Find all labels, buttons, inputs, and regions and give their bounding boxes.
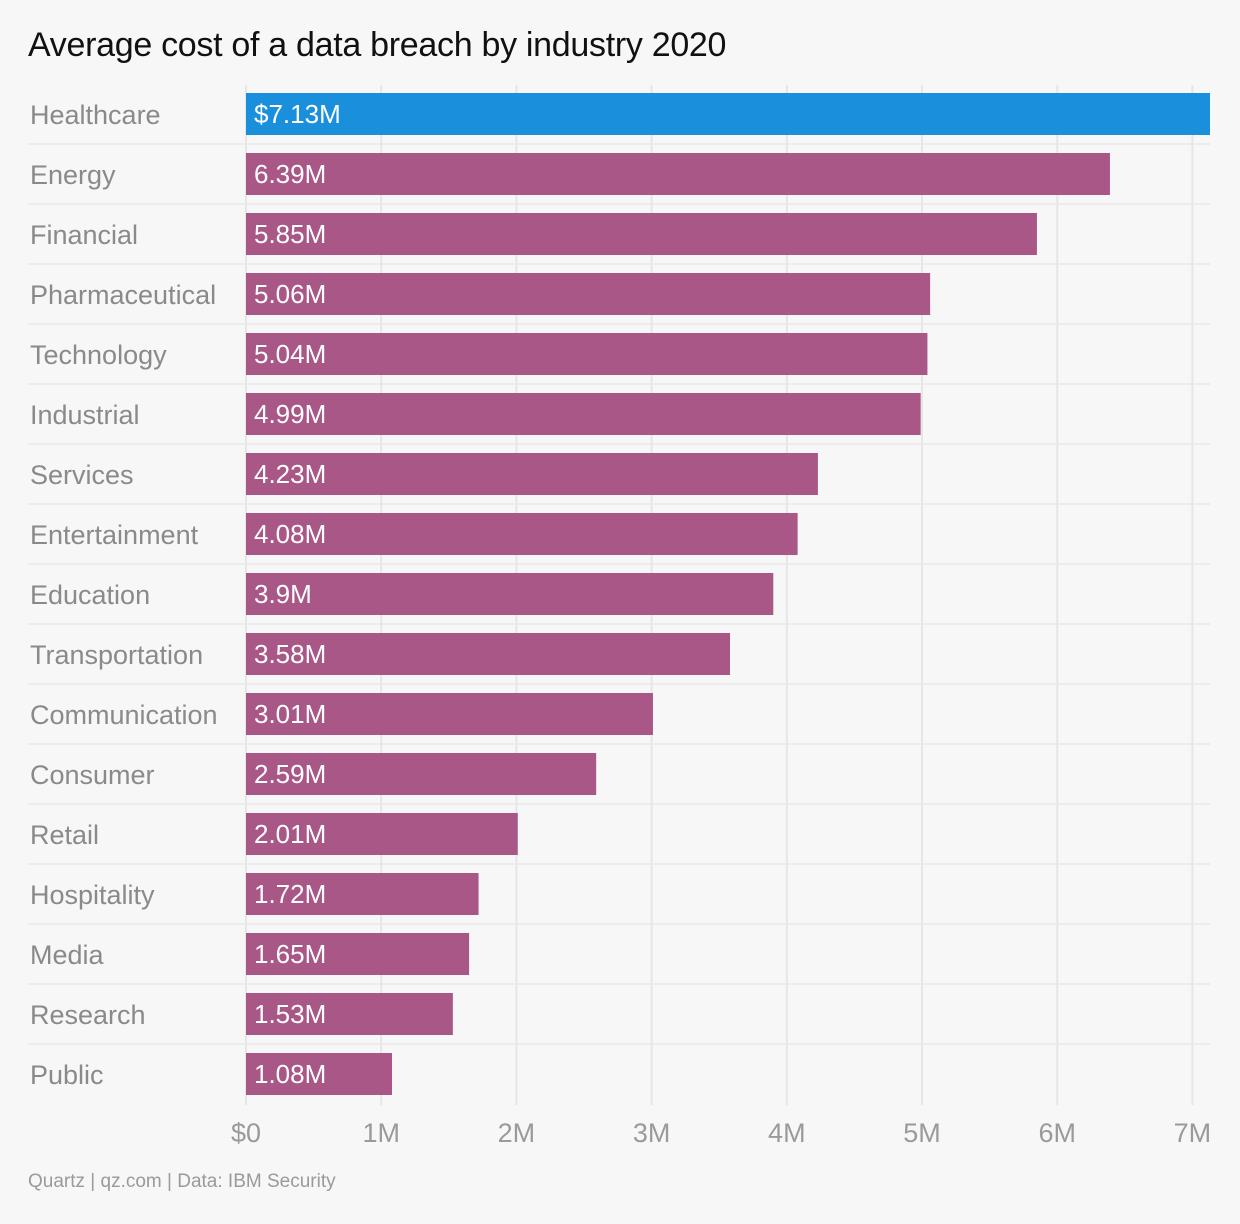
bar	[246, 633, 731, 675]
category-label: Media	[30, 940, 105, 970]
x-tick-label: 1M	[362, 1118, 400, 1148]
bar	[246, 273, 931, 315]
bar	[246, 333, 928, 375]
x-tick-label: $0	[231, 1118, 261, 1148]
category-label: Energy	[30, 160, 116, 190]
category-label: Retail	[30, 820, 99, 850]
category-label: Transportation	[30, 640, 203, 670]
category-label: Communication	[30, 700, 218, 730]
bars: $7.13M 6.39M 5.85M 5.06M 5.04M 4.99M 4.23M 4.08…	[246, 93, 1210, 1095]
category-label: Pharmaceutical	[30, 280, 216, 310]
bar-value-label: 1.65M	[254, 939, 326, 969]
x-tick-label: 3M	[633, 1118, 671, 1148]
bar-value-label: 3.58M	[254, 639, 326, 669]
source-note: Quartz | qz.com | Data: IBM Security	[28, 1171, 336, 1192]
bar	[246, 753, 597, 795]
x-tick-label: 6M	[1038, 1118, 1076, 1148]
category-label: Technology	[30, 340, 167, 370]
bar-value-label: 5.06M	[254, 279, 326, 309]
bar	[246, 813, 518, 855]
bar-value-label: 2.59M	[254, 759, 326, 789]
category-labels: Healthcare Energy Financial Pharmaceutical T…	[30, 100, 218, 1090]
x-axis-ticks: $0 1M 2M 3M 4M 5M 6M 7M	[231, 1118, 1211, 1148]
category-label: Entertainment	[30, 520, 199, 550]
bar-value-label: 1.08M	[254, 1059, 326, 1089]
chart-title: Average cost of a data breach by industr…	[28, 26, 727, 64]
bar	[246, 693, 653, 735]
bar	[246, 513, 798, 555]
bar-value-label: 3.01M	[254, 699, 326, 729]
bar	[246, 993, 453, 1035]
bar-value-label: 5.85M	[254, 219, 326, 249]
bar-value-label: 3.9M	[254, 579, 312, 609]
category-label: Research	[30, 1000, 146, 1030]
bar	[246, 1053, 393, 1095]
bar-value-label: 1.53M	[254, 999, 326, 1029]
category-label: Public	[30, 1060, 104, 1090]
bar-value-label: 4.23M	[254, 459, 326, 489]
bar-value-label: 4.08M	[254, 519, 326, 549]
bar	[246, 453, 818, 495]
bar	[246, 873, 479, 915]
category-label: Consumer	[30, 760, 155, 790]
category-label: Healthcare	[30, 100, 161, 130]
category-label: Services	[30, 460, 134, 490]
bar-value-label: 6.39M	[254, 159, 326, 189]
bar	[246, 393, 921, 435]
bar	[246, 153, 1110, 195]
x-tick-label: 7M	[1174, 1118, 1212, 1148]
bar-value-label: 5.04M	[254, 339, 326, 369]
category-label: Hospitality	[30, 880, 155, 910]
bar-value-label: $7.13M	[254, 99, 341, 129]
bar	[246, 93, 1210, 135]
category-label: Industrial	[30, 400, 140, 430]
x-tick-label: 5M	[903, 1118, 941, 1148]
bar-value-label: 2.01M	[254, 819, 326, 849]
bar-value-label: 1.72M	[254, 879, 326, 909]
x-tick-label: 2M	[498, 1118, 536, 1148]
category-label: Education	[30, 580, 150, 610]
bar	[246, 573, 774, 615]
bar	[246, 933, 470, 975]
bar	[246, 213, 1037, 255]
category-label: Financial	[30, 220, 138, 250]
x-tick-label: 4M	[768, 1118, 806, 1148]
bar-value-label: 4.99M	[254, 399, 326, 429]
